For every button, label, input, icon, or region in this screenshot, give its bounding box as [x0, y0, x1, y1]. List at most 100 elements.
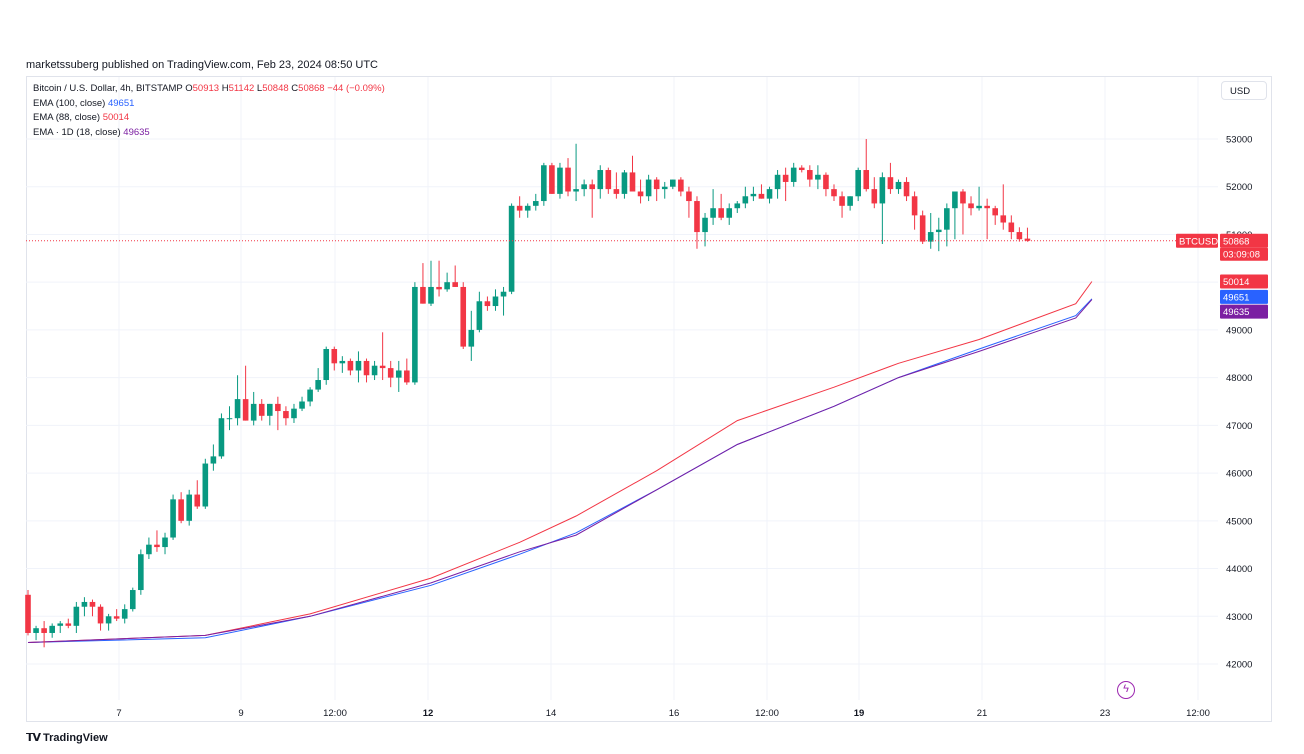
- publisher-line: marketssuberg published on TradingView.c…: [26, 59, 378, 71]
- candle-body: [379, 365, 386, 369]
- candle: [412, 282, 418, 385]
- candle: [581, 179, 587, 197]
- legend-ema88-value: 50014: [102, 112, 130, 123]
- price-tick-label: 52000: [1226, 182, 1252, 193]
- candle-body: [484, 301, 491, 307]
- candle-body: [234, 399, 241, 419]
- candle-body: [653, 179, 660, 190]
- candle-body: [968, 203, 974, 209]
- candle: [404, 358, 410, 385]
- candle-body: [97, 606, 104, 624]
- candle: [89, 599, 96, 617]
- candles: [25, 139, 1031, 648]
- candle-body: [718, 208, 724, 218]
- candle-body: [162, 537, 168, 548]
- countdown-tag-bg: [1220, 247, 1268, 261]
- legend-ema88-label[interactable]: EMA (88, close): [33, 112, 101, 123]
- legend-o-value: 50913: [192, 83, 220, 94]
- candle: [653, 177, 660, 202]
- legend-ema100: EMA (100, close) 49651: [33, 97, 385, 112]
- candle: [283, 406, 289, 426]
- legend-ema100-label[interactable]: EMA (100, close): [33, 97, 106, 109]
- candle-body: [629, 172, 636, 192]
- candle-body: [355, 360, 362, 371]
- ema88-tag-text: 50014: [1223, 277, 1249, 288]
- candle: [541, 162, 547, 206]
- candle-body: [194, 494, 201, 507]
- candle-body: [839, 196, 845, 206]
- candle-body: [758, 193, 765, 199]
- currency-button[interactable]: USD: [1221, 81, 1267, 100]
- candle: [621, 170, 628, 199]
- candle-body: [291, 408, 297, 419]
- candle-body: [1008, 222, 1015, 233]
- candle: [371, 360, 378, 381]
- candle: [138, 549, 144, 595]
- candle-body: [532, 201, 539, 206]
- time-tick-label: 19: [854, 708, 865, 719]
- candle-body: [460, 286, 467, 347]
- legend-ohlc: Bitcoin / U.S. Dollar, 4h, BITSTAMP O509…: [33, 82, 385, 97]
- candle: [790, 162, 797, 187]
- candle: [154, 530, 160, 552]
- ema88-line: [27, 281, 1093, 643]
- candle-body: [33, 628, 39, 633]
- ema88-tag-bg: [1220, 274, 1268, 289]
- candle: [605, 167, 612, 194]
- last-price-tag-text: 50868: [1223, 236, 1249, 247]
- symbol-tag: BTCUSD: [1176, 233, 1218, 248]
- candle: [492, 289, 499, 311]
- candle: [146, 537, 152, 559]
- candle: [549, 162, 555, 194]
- legend-symbol[interactable]: Bitcoin / U.S. Dollar, 4h, BITSTAMP: [33, 83, 183, 94]
- candle-body: [782, 174, 789, 182]
- candle-body: [605, 170, 612, 190]
- candle: [524, 203, 531, 218]
- candle-body: [831, 189, 837, 197]
- candle: [807, 165, 813, 187]
- candle-body: [992, 208, 998, 216]
- candle-body: [847, 196, 853, 206]
- candle: [694, 196, 700, 249]
- time-tick-label: 21: [977, 708, 988, 719]
- time-tick-label: 14: [546, 708, 557, 719]
- time-tick-label: 7: [116, 708, 121, 719]
- last-price-tag-bg: [1220, 233, 1268, 248]
- candle-body: [508, 205, 515, 292]
- candle: [113, 609, 120, 622]
- lightning-icon[interactable]: ϟ: [1117, 681, 1135, 699]
- candle-body: [790, 167, 797, 182]
- candle: [863, 139, 870, 192]
- candle-body: [65, 623, 72, 626]
- candle: [250, 391, 257, 426]
- candle: [186, 489, 192, 526]
- candle-body: [919, 215, 926, 242]
- price-tick-label: 49000: [1226, 325, 1252, 336]
- candle: [355, 351, 362, 383]
- legend-ema1d-label[interactable]: EMA · 1D (18, close): [33, 126, 121, 138]
- price-tick-label: 53000: [1226, 135, 1252, 146]
- candle-body: [500, 291, 507, 297]
- countdown-tag: 03:09:08: [1220, 247, 1268, 261]
- candle: [952, 191, 958, 240]
- countdown-tag-text: 03:09:08: [1223, 249, 1260, 260]
- candle-body: [694, 201, 700, 233]
- candle-body: [129, 590, 136, 610]
- candle: [331, 346, 338, 371]
- candle: [234, 375, 241, 426]
- candle-body: [315, 380, 321, 390]
- legend-l-label: L: [256, 83, 263, 94]
- candle: [81, 597, 88, 617]
- candle-body: [670, 179, 676, 187]
- time-tick-label: 23: [1100, 708, 1111, 719]
- candle: [960, 189, 966, 235]
- candle-body: [81, 601, 88, 607]
- candle-body: [557, 167, 563, 194]
- candle-body: [121, 609, 128, 619]
- candle: [968, 196, 974, 216]
- candle-body: [589, 184, 595, 190]
- price-tags: BTCUSD 50868 03:09:08 50014 49651 49635: [1176, 233, 1268, 319]
- candle: [121, 604, 128, 624]
- ema1d-line: [27, 299, 1093, 643]
